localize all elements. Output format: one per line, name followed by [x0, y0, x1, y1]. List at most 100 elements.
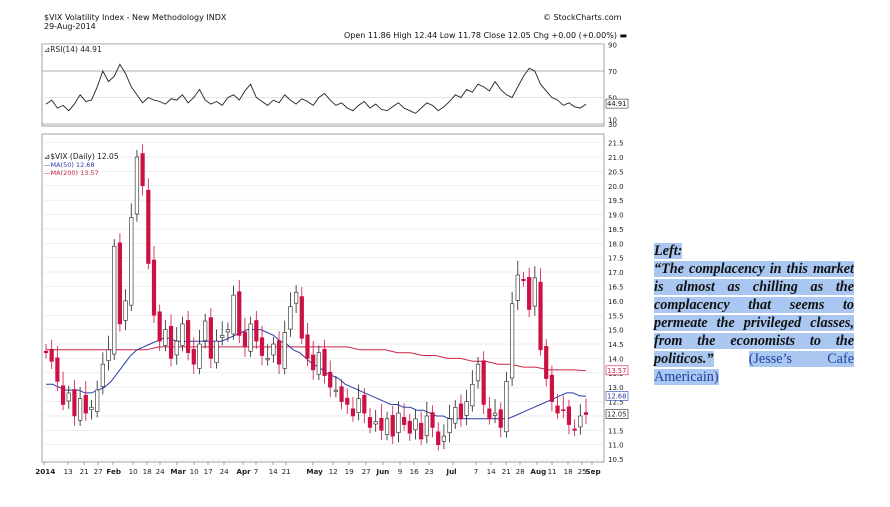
candle-body	[265, 358, 270, 361]
candle-body	[60, 385, 66, 405]
candle-body	[413, 418, 418, 431]
candle-body	[510, 303, 515, 379]
rsi-tick-label: 50	[608, 94, 617, 102]
candle-body	[66, 392, 71, 402]
candle-body	[117, 242, 122, 325]
candle-body	[481, 360, 486, 405]
candle-body	[549, 374, 554, 402]
ma50-last-box-value: 12.68	[607, 392, 626, 400]
candle-body	[566, 406, 572, 425]
candle-body	[322, 348, 327, 376]
candle-body	[106, 349, 111, 362]
candle-body	[174, 340, 179, 356]
candle-body	[578, 415, 583, 428]
price-tick-label: 17.0	[608, 269, 624, 277]
x-tick-label: Sep	[585, 467, 600, 476]
candle-body	[544, 346, 549, 379]
rsi-line	[45, 63, 587, 114]
x-tick-label: 16	[410, 467, 420, 476]
x-tick-label: 21	[80, 467, 89, 476]
candle-body	[276, 340, 282, 365]
candle-body	[89, 407, 94, 410]
close-last-box	[605, 409, 629, 419]
price-tick-label: 14.5	[608, 341, 624, 349]
candle-body	[419, 422, 424, 440]
candle-body	[487, 408, 492, 420]
x-tick-label: Jun	[375, 467, 389, 476]
x-axis: 2014 13 21 27 Feb 10 18 24 Mar 10 17 24 Apr 7 14 21 May 1…	[35, 462, 601, 476]
candle-body	[538, 281, 543, 351]
candle-body	[356, 398, 361, 413]
price-tick-label: 13.0	[608, 384, 624, 392]
price-tick-label: 14.0	[608, 355, 624, 363]
candle-body	[555, 405, 560, 414]
candle-body	[134, 156, 140, 215]
candle-body	[345, 397, 350, 405]
candle-body	[430, 412, 435, 428]
candle-body	[561, 409, 566, 411]
candle-body	[521, 278, 526, 282]
x-tick-label: 28	[516, 467, 526, 476]
rsi-frame	[41, 43, 605, 127]
candle-body	[140, 153, 145, 187]
price-tick-label: 11.0	[608, 442, 624, 450]
x-tick-label: 23	[425, 467, 434, 476]
candle-body	[379, 417, 384, 431]
candle-body	[78, 398, 83, 421]
x-tick-label: 21	[282, 467, 291, 476]
candle-body	[112, 245, 117, 355]
candle-body	[282, 332, 287, 369]
candle-body	[242, 331, 248, 348]
candle-body	[157, 311, 162, 342]
candle-body	[43, 350, 49, 353]
price-tick-label: 21.0	[608, 154, 624, 162]
candle-body	[151, 259, 157, 316]
candle-body	[373, 421, 378, 425]
candle-body	[362, 394, 367, 414]
x-tick-label: Apr	[236, 467, 251, 476]
price-tick-label: 15.0	[608, 327, 624, 335]
candle-body	[83, 394, 88, 414]
ma200-last-box	[605, 365, 629, 376]
price-tick-label: 10.5	[608, 456, 624, 464]
candle-body	[527, 276, 532, 310]
x-tick-label: 24	[220, 467, 230, 476]
chart-title: $VIX Volatility Index - New Methodology …	[44, 13, 227, 22]
x-tick-label: 27	[362, 467, 371, 476]
candle-body	[197, 343, 202, 369]
candle-body	[384, 418, 390, 435]
rsi-tick-label: 90	[608, 41, 617, 49]
candle-body	[191, 348, 196, 365]
candle-body	[504, 381, 509, 433]
ma200-line	[46, 346, 587, 372]
x-tick-label: 17	[204, 467, 213, 476]
candle-body	[208, 317, 213, 359]
price-tick-label: 17.5	[608, 255, 624, 263]
candle-body	[316, 352, 321, 375]
x-tick-label: 14	[487, 467, 497, 476]
ma50-last-box	[605, 391, 629, 401]
price-tick-label: 19.5	[608, 197, 624, 205]
x-tick-label: 13	[64, 467, 73, 476]
candle-body	[453, 407, 458, 424]
candle-body	[129, 217, 134, 306]
candle-body	[402, 417, 407, 425]
x-tick-label: 19	[345, 467, 355, 476]
ma50-line	[46, 329, 587, 420]
price-frame	[41, 133, 605, 463]
candle-body	[424, 415, 429, 436]
x-tick-label: Aug	[530, 467, 546, 476]
candle-body	[305, 334, 310, 359]
ma200-last-box-value: 13.57	[607, 367, 626, 375]
quote-block: Left: “The complacency in this market is…	[654, 242, 854, 386]
candle-body	[515, 274, 520, 301]
legend-ma50: —MA(50) 12.68	[44, 161, 95, 169]
candle-body	[220, 335, 225, 339]
price-panel: 1010.511.011.512.012.513.013.514.014.515…	[41, 117, 629, 464]
price-tick-label: 16.0	[608, 298, 624, 306]
x-tick-label: Feb	[106, 467, 121, 476]
candle-body	[168, 325, 174, 359]
candle-body	[396, 412, 401, 433]
rsi-last-box	[605, 98, 629, 109]
